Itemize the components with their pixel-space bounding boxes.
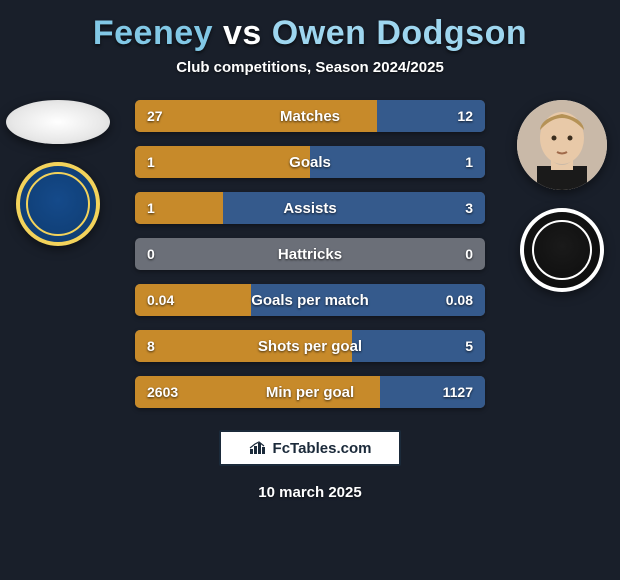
comparison-card: Feeney vs Owen Dodgson Club competitions…: [0, 0, 620, 580]
stat-value-right: 0: [433, 246, 473, 262]
page-title: Feeney vs Owen Dodgson: [0, 14, 620, 53]
stats-area: 27Matches12 1Goals1 1Assists3 0Hattricks0 0.…: [0, 100, 620, 408]
face-icon: [517, 100, 607, 190]
branding-text: FcTables.com: [273, 440, 372, 457]
stat-value-right: 1127: [433, 384, 473, 400]
stat-value-right: 1: [433, 154, 473, 170]
stat-row: 8Shots per goal5: [135, 330, 485, 362]
branding-badge: FcTables.com: [219, 430, 401, 466]
player1-club-crest: [16, 162, 100, 246]
player2-club-crest: [520, 208, 604, 292]
player1-avatar-placeholder: [6, 100, 110, 144]
stat-row: 1Assists3: [135, 192, 485, 224]
stat-value-right: 5: [433, 338, 473, 354]
stat-value-right: 0.08: [433, 292, 473, 308]
player2-avatar: [517, 100, 607, 190]
stat-value-right: 3: [433, 200, 473, 216]
stat-rows: 27Matches12 1Goals1 1Assists3 0Hattricks0 0.…: [135, 100, 485, 408]
date-label: 10 march 2025: [0, 484, 620, 501]
title-player1: Feeney: [93, 14, 213, 52]
stat-row: 2603Min per goal1127: [135, 376, 485, 408]
bars-icon: [249, 441, 267, 455]
title-player2: Owen Dodgson: [272, 14, 527, 52]
stat-row: 0Hattricks0: [135, 238, 485, 270]
stat-row: 0.04Goals per match0.08: [135, 284, 485, 316]
right-player-column: [512, 100, 612, 292]
stat-row: 1Goals1: [135, 146, 485, 178]
subtitle: Club competitions, Season 2024/2025: [0, 59, 620, 76]
stat-row: 27Matches12: [135, 100, 485, 132]
left-player-column: [8, 100, 108, 246]
title-vs: vs: [223, 14, 262, 52]
stat-value-right: 12: [433, 108, 473, 124]
